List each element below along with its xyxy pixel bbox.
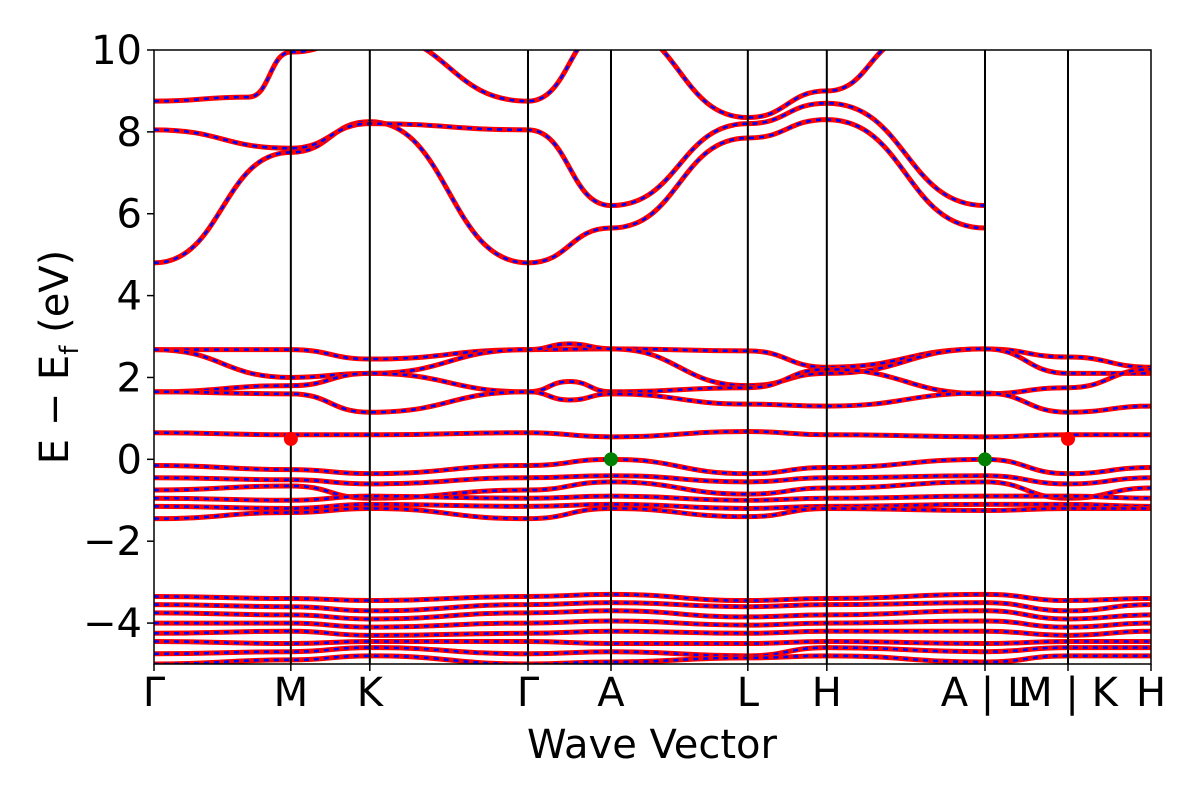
marker-vbm-3 xyxy=(977,452,992,467)
x-tick-label-4: A xyxy=(597,670,625,716)
band-spin-down-2 xyxy=(154,50,885,119)
y-tick-label-6: 8 xyxy=(117,110,142,156)
x-axis-title: Wave Vector xyxy=(527,722,778,768)
band-spin-down-3 xyxy=(154,347,1151,369)
band-spin-down-0 xyxy=(154,118,985,265)
band-spin-down-14 xyxy=(154,593,1151,602)
x-tick-label-2: K xyxy=(357,670,385,716)
band-spin-down-8 xyxy=(154,458,1151,475)
band-spin-down-11 xyxy=(154,494,1151,502)
band-spin-up-18 xyxy=(154,628,1151,638)
band-spin-down-9 xyxy=(154,474,1151,486)
plot-frame xyxy=(153,49,1152,665)
band-spin-down-13 xyxy=(154,507,1151,520)
band-spin-down-16 xyxy=(154,609,1151,621)
bands-layer xyxy=(154,50,1151,664)
band-spin-up-20 xyxy=(154,645,1151,659)
y-axis-title: E − Ef (eV) xyxy=(32,250,85,465)
y-tick-label-4: 4 xyxy=(117,274,142,320)
band-spin-up-21 xyxy=(154,653,1151,664)
band-spin-down-19 xyxy=(154,640,1151,645)
band-spin-up-17 xyxy=(154,618,1151,630)
marker-vbm-2 xyxy=(603,452,618,467)
band-spin-down-5 xyxy=(154,368,1151,396)
band-spin-down-12 xyxy=(154,503,1151,510)
x-tick-label-1: M xyxy=(274,670,309,716)
x-tick-label-8: M | K xyxy=(1018,670,1119,716)
band-spin-down-1 xyxy=(154,101,985,207)
x-tick-label-3: Γ xyxy=(517,670,540,716)
band-spin-down-17 xyxy=(154,619,1151,629)
band-spin-down-6 xyxy=(154,390,1151,414)
band-spin-down-21 xyxy=(154,654,1151,664)
band-spin-up-11 xyxy=(154,493,1151,503)
x-tick-label-0: Γ xyxy=(143,670,166,716)
y-axis-title-main: E − E xyxy=(32,355,78,465)
band-spin-down-7 xyxy=(154,430,1151,439)
y-tick-label-0: −4 xyxy=(83,601,142,647)
band-spin-up-7 xyxy=(154,428,1151,440)
y-axis-ticks: −4 −2 0 2 4 6 8 10 xyxy=(83,28,154,647)
y-axis-title-sub: f xyxy=(55,345,85,355)
marker-cbm-0 xyxy=(283,431,298,446)
y-tick-label-7: 10 xyxy=(91,28,142,74)
kpoint-lines xyxy=(289,50,1069,664)
band-spin-up-14 xyxy=(154,591,1151,604)
band-spin-up-19 xyxy=(154,638,1151,647)
y-axis-title-unit: (eV) xyxy=(32,250,78,346)
x-axis-ticks: Γ M K Γ A L H A | LM | K H xyxy=(143,664,1166,716)
marker-cbm-1 xyxy=(1060,431,1075,446)
band-spin-down-4 xyxy=(154,342,1151,387)
band-spin-down-15 xyxy=(154,601,1151,613)
band-spin-up-16 xyxy=(154,608,1151,622)
band-spin-up-2 xyxy=(154,50,887,121)
y-tick-label-3: 2 xyxy=(117,355,142,401)
extrema-markers xyxy=(283,431,1075,467)
band-spin-down-10 xyxy=(154,480,1151,500)
band-spin-down-20 xyxy=(154,646,1151,658)
band-spin-up-5 xyxy=(154,366,1151,397)
x-tick-label-9: H xyxy=(1136,670,1166,716)
x-tick-label-7: A | L xyxy=(941,670,1030,716)
band-spin-down-18 xyxy=(154,630,1151,637)
y-tick-label-2: 0 xyxy=(117,437,142,483)
band-spin-up-0 xyxy=(154,117,985,266)
y-tick-label-5: 6 xyxy=(117,192,142,238)
y-tick-label-1: −2 xyxy=(83,519,142,565)
x-tick-label-6: H xyxy=(812,670,842,716)
band-spin-up-8 xyxy=(154,456,1151,477)
x-tick-label-5: L xyxy=(737,670,760,716)
